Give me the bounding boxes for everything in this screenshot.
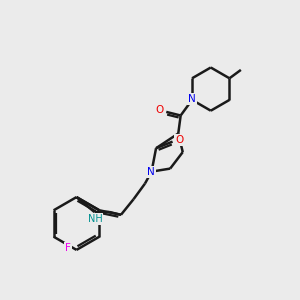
Text: O: O bbox=[175, 135, 183, 145]
Text: F: F bbox=[65, 243, 71, 254]
Text: N: N bbox=[147, 167, 155, 177]
Text: NH: NH bbox=[88, 214, 103, 224]
Text: O: O bbox=[155, 105, 164, 116]
Text: N: N bbox=[188, 94, 196, 104]
